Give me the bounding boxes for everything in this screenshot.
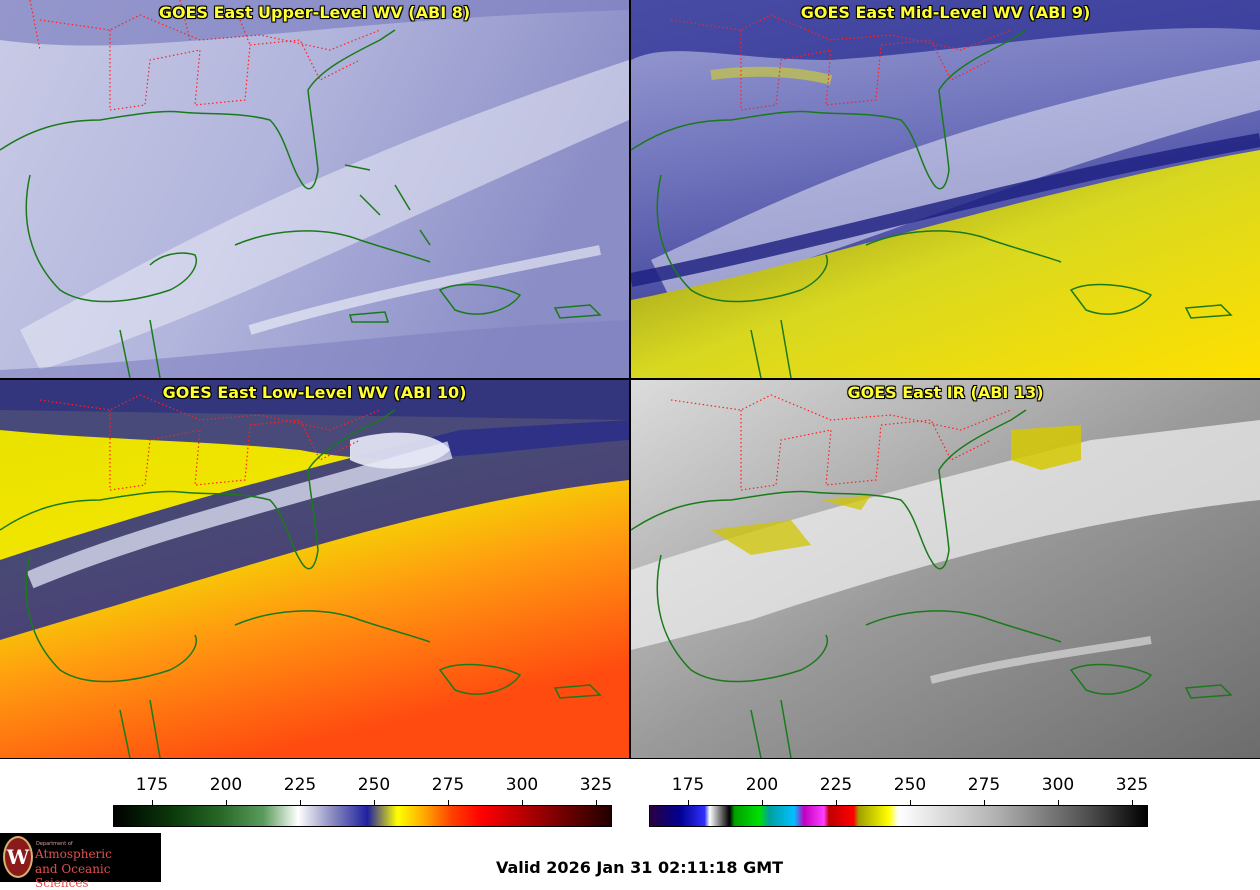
colorbar-tick-label: 250	[357, 775, 391, 795]
mid-level-wv-image	[631, 0, 1260, 378]
panel-title: GOES East Upper-Level WV (ABI 8)	[158, 3, 471, 22]
colorbar-tick-mark	[1058, 800, 1059, 806]
panel-title: GOES East Mid-Level WV (ABI 9)	[800, 3, 1091, 22]
colorbar-tick-label: 200	[209, 775, 243, 795]
colorbar-tick-label: 175	[671, 775, 705, 795]
valid-time: Valid 2026 Jan 31 02:11:18 GMT	[496, 858, 784, 877]
colorbar-tick-mark	[1132, 800, 1133, 806]
colorbar-tick-mark	[910, 800, 911, 806]
panel-title: GOES East Low-Level WV (ABI 10)	[162, 383, 467, 402]
university-seal-icon: W	[3, 836, 33, 878]
colorbar-tick-mark	[522, 800, 523, 806]
panel-mid-level-wv: GOES East Mid-Level WV (ABI 9)	[630, 0, 1260, 379]
colorbar-tick-label: 325	[579, 775, 613, 795]
colorbar-tick-label: 225	[819, 775, 853, 795]
logo-line-2: and Oceanic Sciences	[35, 862, 111, 890]
aos-logo: W Department of Atmospheric and Oceanic …	[0, 833, 161, 890]
colorbar-tick-label: 175	[135, 775, 169, 795]
panel-ir: GOES East IR (ABI 13)	[630, 379, 1260, 759]
colorbar-tick-mark	[984, 800, 985, 806]
low-level-wv-image	[0, 380, 629, 758]
colorbar-tick-mark	[226, 800, 227, 806]
colorbar-tick-label: 225	[283, 775, 317, 795]
panel-low-level-wv: GOES East Low-Level WV (ABI 10)	[0, 379, 630, 759]
ir-image	[631, 380, 1260, 758]
colorbar-tick-mark	[300, 800, 301, 806]
colorbar-tick-label: 275	[967, 775, 1001, 795]
colorbar-tick-mark	[448, 800, 449, 806]
colorbar-tick-label: 250	[893, 775, 927, 795]
colorbar-tick-mark	[374, 800, 375, 806]
colorbar-tick-label: 275	[431, 775, 465, 795]
colorbar-tick-mark	[836, 800, 837, 806]
colorbar-tick-mark	[762, 800, 763, 806]
colorbar-tick-label: 300	[1041, 775, 1075, 795]
water-vapor-colorbar	[113, 805, 612, 827]
colorbar-tick-label: 200	[745, 775, 779, 795]
colorbar-tick-mark	[596, 800, 597, 806]
colorbar-tick-label: 325	[1115, 775, 1149, 795]
upper-level-wv-image	[0, 0, 629, 378]
colorbar-tick-mark	[152, 800, 153, 806]
ir-colorbar	[649, 805, 1148, 827]
colorbar-tick-label: 300	[505, 775, 539, 795]
colorbar-tick-mark	[688, 800, 689, 806]
logo-department-label: Department of	[36, 841, 73, 847]
panel-title: GOES East IR (ABI 13)	[847, 383, 1044, 402]
panel-upper-level-wv: GOES East Upper-Level WV (ABI 8)	[0, 0, 630, 379]
logo-line-1: Atmospheric	[35, 847, 112, 861]
